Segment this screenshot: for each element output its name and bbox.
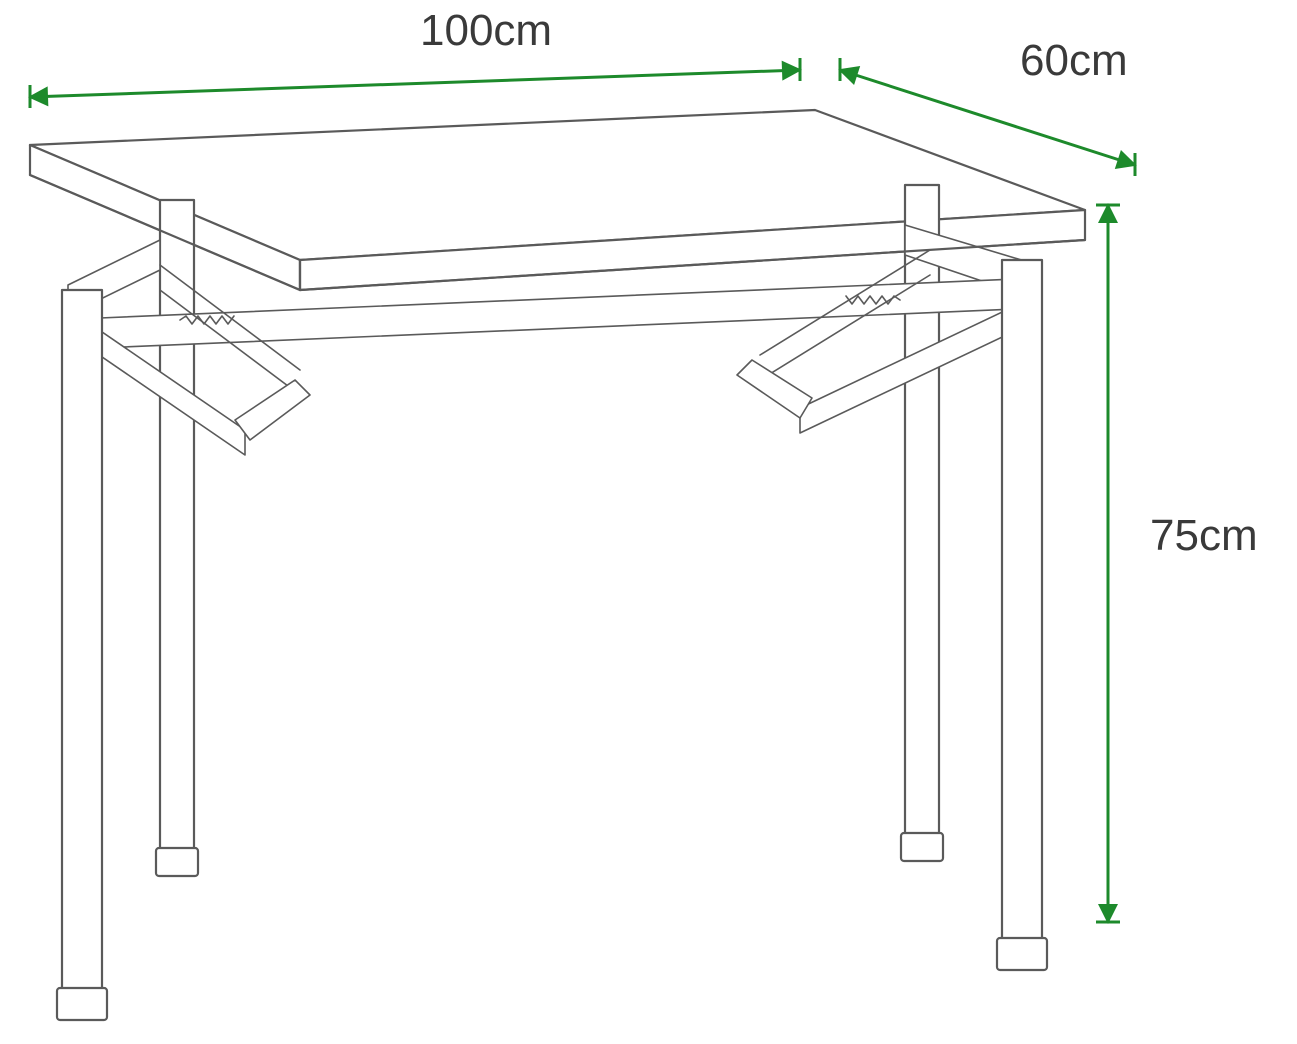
dim-width-label: 100cm [420,6,552,55]
dim-depth-label: 60cm [1020,36,1128,85]
dim-height [1096,205,1120,922]
leg-front-right [997,260,1047,970]
dim-width [30,58,800,108]
table-sketch [30,110,1085,1020]
leg-back-left [156,200,198,876]
leg-front-left [57,290,107,1020]
dim-height-label: 75cm [1150,511,1258,560]
front-rail [100,278,1040,348]
table-dimension-diagram: 100cm 60cm 75cm [0,0,1297,1044]
